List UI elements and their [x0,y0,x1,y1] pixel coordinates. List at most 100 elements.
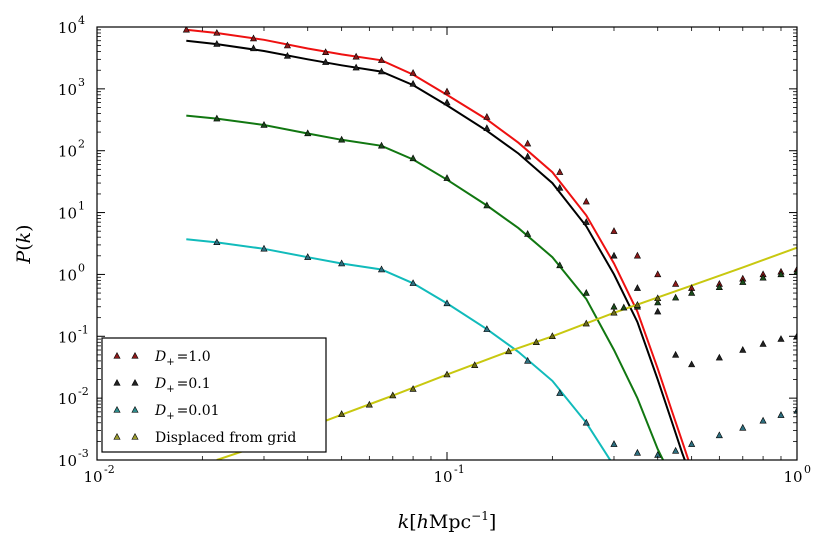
series-marker-1-5 [377,67,386,75]
x-tick-label-1: 10 [433,468,452,486]
series-marker-4-5 [389,391,397,399]
series-marker-0-2 [249,34,258,42]
x-tick-label-2: 10 [783,468,802,486]
y-tick-exp-1: -2 [78,385,89,398]
series-marker-0-7 [409,69,417,76]
series-marker-1-8 [483,124,491,132]
legend-marker-b-1 [131,378,139,386]
y-tick-label-6: 10 [58,81,77,99]
series-marker-0-8 [443,87,451,95]
x-tick-exp-2: 0 [804,463,811,476]
series-marker-1-1 [249,44,258,52]
series-marker-1-17 [715,353,723,361]
series-marker-1-0 [213,40,221,47]
series-marker-2-16 [688,289,696,296]
y-tick-label-5: 10 [58,143,77,161]
series-marker-3-6 [443,299,451,307]
y-axis-label: P(k) [13,224,35,264]
series-marker-3-7 [483,325,491,332]
x-tick-exp-1: -1 [454,463,465,476]
series-line-0 [186,28,690,460]
series-marker-2-21 [793,267,797,275]
series-layer [182,27,797,460]
y-tick-label-2: 10 [58,328,77,346]
series-marker-4-12 [582,319,590,327]
series-marker-4-14 [633,300,641,308]
series-marker-1-6 [409,79,417,87]
series-marker-3-1 [260,244,268,252]
ticks-layer: 10 -2 10 -1 10 010 -310 -210 -110 010 110 210 310 4 [58,14,811,486]
series-marker-4-4 [365,400,373,408]
y-tick-label-1: 10 [58,390,77,408]
x-tick-label-0: 10 [83,468,102,486]
legend: D+ =1.0 D+ =0.1 D+ =0.01 Displaced from grid [101,337,327,453]
series-marker-3-18 [759,416,767,424]
y-tick-exp-3: 0 [78,261,85,274]
series-marker-4-3 [338,410,346,417]
series-marker-1-4 [352,63,360,71]
series-marker-0-0 [182,27,190,33]
legend-label-1: D+ =0.1 [154,376,211,395]
series-marker-3-2 [304,253,312,260]
series-marker-4-15 [654,294,662,302]
legend-marker-a-0 [113,351,121,359]
series-marker-2-6 [443,174,451,181]
legend-label-2: D+ =0.01 [154,403,220,422]
series-marker-2-10 [582,289,590,296]
series-marker-2-20 [777,270,785,278]
series-marker-2-9 [556,261,564,269]
series-marker-1-18 [739,345,747,353]
series-marker-2-18 [739,278,747,285]
y-tick-label-4: 10 [58,205,77,223]
series-marker-0-15 [654,270,662,278]
series-marker-4-6 [409,385,417,392]
series-marker-3-4 [377,265,386,273]
series-marker-0-6 [377,56,386,63]
series-marker-3-16 [715,431,723,439]
series-marker-1-15 [672,350,680,358]
legend-marker-a-1 [113,378,121,386]
series-marker-2-14 [654,298,662,306]
y-tick-exp-5: 2 [78,138,85,151]
series-marker-4-13 [610,308,618,316]
series-marker-3-9 [556,389,564,396]
series-marker-2-17 [715,283,723,290]
x-tick-exp-0: -2 [104,463,115,476]
legend-marker-b-2 [131,405,139,413]
series-marker-3-8 [524,356,532,364]
series-marker-2-0 [213,114,221,122]
y-tick-label-7: 10 [58,19,77,37]
series-marker-2-1 [260,121,268,128]
series-marker-4-7 [443,370,451,378]
series-marker-1-3 [322,58,330,65]
legend-label-0: D+ =1.0 [154,349,211,368]
y-tick-exp-0: -3 [78,447,89,460]
series-marker-1-9 [524,152,532,160]
y-tick-label-3: 10 [58,266,77,284]
series-marker-0-5 [352,52,360,60]
series-marker-0-10 [524,139,532,147]
y-tick-exp-2: -1 [78,323,89,336]
series-marker-2-4 [377,141,386,149]
legend-marker-a-3 [113,432,121,440]
plot-area [182,27,797,460]
series-marker-3-11 [610,440,618,447]
legend-box [101,337,327,453]
series-marker-2-3 [338,135,346,143]
series-marker-3-10 [582,418,590,426]
series-marker-2-12 [620,303,628,311]
series-marker-1-13 [633,284,641,291]
series-marker-1-21 [793,332,797,339]
series-marker-1-10 [556,183,564,191]
series-marker-3-5 [409,279,417,286]
series-marker-1-12 [610,251,618,259]
series-marker-0-9 [483,113,491,120]
series-marker-1-14 [654,307,662,315]
series-marker-1-2 [283,51,291,59]
legend-marker-a-2 [113,405,121,413]
series-marker-4-9 [505,347,513,355]
series-marker-3-15 [688,440,696,447]
series-marker-0-3 [283,41,291,49]
series-marker-2-19 [759,273,767,281]
series-marker-1-20 [777,335,785,342]
